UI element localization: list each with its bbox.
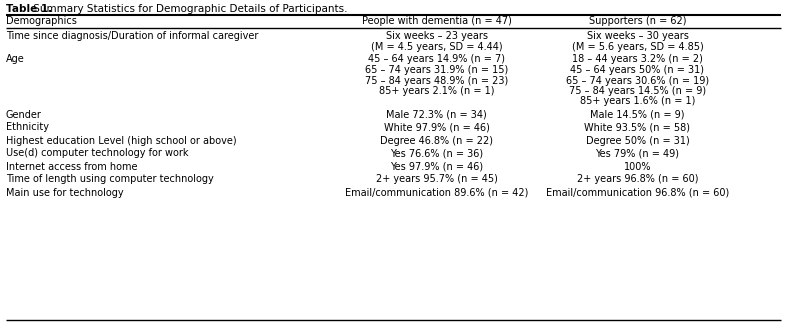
Text: Summary Statistics for Demographic Details of Participants.: Summary Statistics for Demographic Detai… bbox=[30, 4, 347, 14]
Text: Highest education Level (high school or above): Highest education Level (high school or … bbox=[6, 136, 237, 145]
Text: Time since diagnosis/Duration of informal caregiver: Time since diagnosis/Duration of informa… bbox=[6, 31, 258, 41]
Text: 18 – 44 years 3.2% (n = 2): 18 – 44 years 3.2% (n = 2) bbox=[572, 55, 703, 65]
Text: Yes 79% (n = 49): Yes 79% (n = 49) bbox=[596, 149, 679, 159]
Text: Degree 46.8% (n = 22): Degree 46.8% (n = 22) bbox=[380, 136, 493, 145]
Text: Male 72.3% (n = 34): Male 72.3% (n = 34) bbox=[386, 109, 487, 120]
Text: 75 – 84 years 14.5% (n = 9): 75 – 84 years 14.5% (n = 9) bbox=[569, 86, 706, 96]
Text: 45 – 64 years 50% (n = 31): 45 – 64 years 50% (n = 31) bbox=[571, 65, 704, 75]
Text: 75 – 84 years 48.9% (n = 23): 75 – 84 years 48.9% (n = 23) bbox=[365, 76, 508, 86]
Text: Six weeks – 30 years: Six weeks – 30 years bbox=[586, 31, 689, 41]
Text: Email/communication 89.6% (n = 42): Email/communication 89.6% (n = 42) bbox=[345, 187, 529, 197]
Text: White 93.5% (n = 58): White 93.5% (n = 58) bbox=[585, 122, 690, 132]
Text: (M = 5.6 years, SD = 4.85): (M = 5.6 years, SD = 4.85) bbox=[571, 41, 704, 51]
Text: People with dementia (n = 47): People with dementia (n = 47) bbox=[362, 16, 512, 26]
Text: 65 – 74 years 30.6% (n = 19): 65 – 74 years 30.6% (n = 19) bbox=[566, 76, 709, 86]
Text: 2+ years 95.7% (n = 45): 2+ years 95.7% (n = 45) bbox=[376, 174, 497, 184]
Text: 65 – 74 years 31.9% (n = 15): 65 – 74 years 31.9% (n = 15) bbox=[365, 65, 508, 75]
Text: White 97.9% (n = 46): White 97.9% (n = 46) bbox=[384, 122, 490, 132]
Text: Demographics: Demographics bbox=[6, 16, 77, 26]
Text: Main use for technology: Main use for technology bbox=[6, 187, 124, 197]
Text: Time of length using computer technology: Time of length using computer technology bbox=[6, 174, 214, 184]
Text: Internet access from home: Internet access from home bbox=[6, 162, 138, 172]
Text: 85+ years 1.6% (n = 1): 85+ years 1.6% (n = 1) bbox=[580, 97, 695, 107]
Text: 100%: 100% bbox=[624, 162, 651, 172]
Text: Degree 50% (n = 31): Degree 50% (n = 31) bbox=[586, 136, 689, 145]
Text: 85+ years 2.1% (n = 1): 85+ years 2.1% (n = 1) bbox=[379, 86, 494, 96]
Text: Gender: Gender bbox=[6, 109, 42, 120]
Text: Male 14.5% (n = 9): Male 14.5% (n = 9) bbox=[590, 109, 685, 120]
Text: Six weeks – 23 years: Six weeks – 23 years bbox=[386, 31, 488, 41]
Text: Yes 97.9% (n = 46): Yes 97.9% (n = 46) bbox=[390, 162, 483, 172]
Text: Supporters (n = 62): Supporters (n = 62) bbox=[589, 16, 686, 26]
Text: 2+ years 96.8% (n = 60): 2+ years 96.8% (n = 60) bbox=[577, 174, 698, 184]
Text: (M = 4.5 years, SD = 4.44): (M = 4.5 years, SD = 4.44) bbox=[371, 41, 503, 51]
Text: Use(d) computer technology for work: Use(d) computer technology for work bbox=[6, 149, 189, 159]
Text: Ethnicity: Ethnicity bbox=[6, 122, 49, 132]
Text: 45 – 64 years 14.9% (n = 7): 45 – 64 years 14.9% (n = 7) bbox=[368, 55, 505, 65]
Text: Age: Age bbox=[6, 55, 24, 65]
Text: Yes 76.6% (n = 36): Yes 76.6% (n = 36) bbox=[390, 149, 483, 159]
Text: Table 1.: Table 1. bbox=[6, 4, 52, 14]
Text: Email/communication 96.8% (n = 60): Email/communication 96.8% (n = 60) bbox=[546, 187, 729, 197]
